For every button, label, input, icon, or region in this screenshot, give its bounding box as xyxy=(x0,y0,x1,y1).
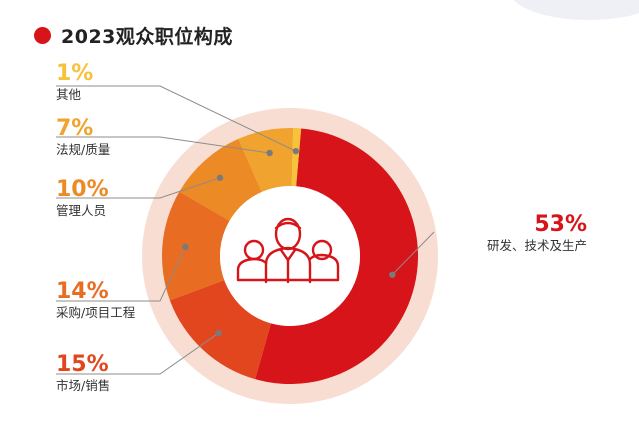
slice-percent: 1% xyxy=(56,61,94,86)
slice-category: 法规/质量 xyxy=(56,142,111,157)
slice-label: 15% 市场/销售 xyxy=(56,353,110,395)
leader-dot xyxy=(266,149,273,157)
donut-slice xyxy=(238,128,294,192)
slice-category: 管理人员 xyxy=(56,203,107,218)
slice-category: 研发、技术及生产 xyxy=(486,238,587,253)
leader-line xyxy=(56,177,221,199)
slice-percent: 10% xyxy=(56,177,109,202)
leader-dot xyxy=(389,271,396,278)
slice-percent: 15% xyxy=(56,352,109,377)
slice-category: 市场/销售 xyxy=(56,378,111,393)
chart-title: 2023观众职位构成 xyxy=(61,26,233,48)
leader-line xyxy=(391,231,435,276)
leader-dot xyxy=(215,329,222,337)
slice-label: 1% 其他 xyxy=(56,62,93,104)
donut-slice xyxy=(255,128,418,384)
slice-percent: 7% xyxy=(56,116,94,141)
slice-label: 10% 管理人员 xyxy=(56,178,109,220)
leader-dot xyxy=(216,174,224,181)
leader-line xyxy=(56,332,219,375)
slice-label: 53% 研发、技术及生产 xyxy=(487,213,587,255)
slice-category: 采购/项目工程 xyxy=(56,305,136,320)
slice-label: 7% 法规/质量 xyxy=(56,117,110,159)
title-bullet-icon xyxy=(34,27,51,44)
chart-header: 2023观众职位构成 xyxy=(34,22,233,49)
leader-line xyxy=(56,136,270,154)
slice-percent: 14% xyxy=(56,279,109,304)
slice-category: 其他 xyxy=(56,87,82,102)
donut-slice xyxy=(291,128,302,187)
leader-line xyxy=(56,85,297,152)
leader-dot xyxy=(292,147,300,155)
slice-label: 14% 采购/项目工程 xyxy=(56,280,135,322)
leader-dot xyxy=(182,243,189,251)
donut-slice xyxy=(169,280,271,380)
donut-slice xyxy=(162,191,230,301)
people-group-icon xyxy=(236,217,340,284)
slice-percent: 53% xyxy=(534,212,587,237)
leader-line xyxy=(56,246,186,302)
